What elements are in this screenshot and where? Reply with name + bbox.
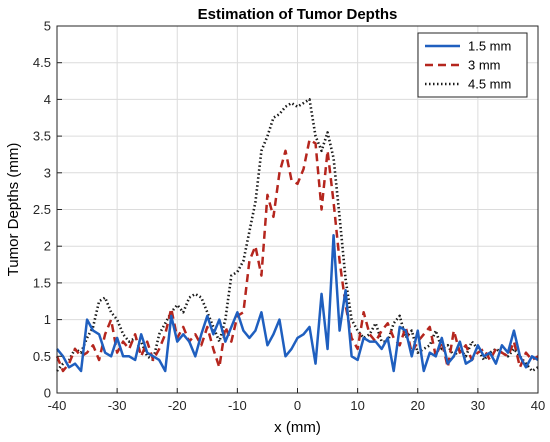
legend-box bbox=[417, 32, 528, 98]
y-tick-label: 1 bbox=[44, 312, 51, 327]
x-axis-ticks: -40 -30 -20 -10 0 10 20 30 40 bbox=[48, 388, 545, 413]
y-tick-label: 2.5 bbox=[33, 202, 51, 217]
y-tick-label: 0.5 bbox=[33, 349, 51, 364]
x-tick-label: 20 bbox=[411, 398, 425, 413]
x-tick-label: -20 bbox=[168, 398, 187, 413]
series-line-3-mm bbox=[55, 138, 539, 373]
y-tick-label: 0 bbox=[44, 386, 51, 401]
x-tick-label: -10 bbox=[228, 398, 247, 413]
legend-label: 4.5 mm bbox=[468, 77, 511, 92]
y-axis-ticks: 0 0.5 1 1.5 2 2.5 3 3.5 4 4.5 5 bbox=[33, 19, 62, 401]
x-tick-label: -40 bbox=[48, 398, 67, 413]
series-layer bbox=[55, 98, 539, 373]
y-tick-label: 1.5 bbox=[33, 275, 51, 290]
legend-label: 3 mm bbox=[468, 58, 501, 73]
y-axis-label: Tumor Depths (mm) bbox=[5, 143, 22, 277]
y-tick-label: 4 bbox=[44, 92, 51, 107]
chart-title: Estimation of Tumor Depths bbox=[198, 6, 398, 23]
legend: 1.5 mm 3 mm 4.5 mm bbox=[417, 32, 528, 98]
y-tick-label: 3.5 bbox=[33, 129, 51, 144]
y-tick-label: 5 bbox=[44, 19, 51, 34]
grid bbox=[56, 25, 539, 394]
x-tick-label: 40 bbox=[531, 398, 545, 413]
y-tick-label: 4.5 bbox=[33, 55, 51, 70]
series-line-1-5-mm bbox=[56, 233, 539, 373]
x-tick-label: -30 bbox=[108, 398, 127, 413]
x-tick-label: 0 bbox=[294, 398, 301, 413]
y-tick-label: 3 bbox=[44, 165, 51, 180]
y-tick-label: 2 bbox=[44, 239, 51, 254]
legend-label: 1.5 mm bbox=[468, 39, 511, 54]
x-tick-label: 30 bbox=[471, 398, 485, 413]
x-tick-label: 10 bbox=[350, 398, 364, 413]
x-axis-label: x (mm) bbox=[274, 419, 321, 436]
